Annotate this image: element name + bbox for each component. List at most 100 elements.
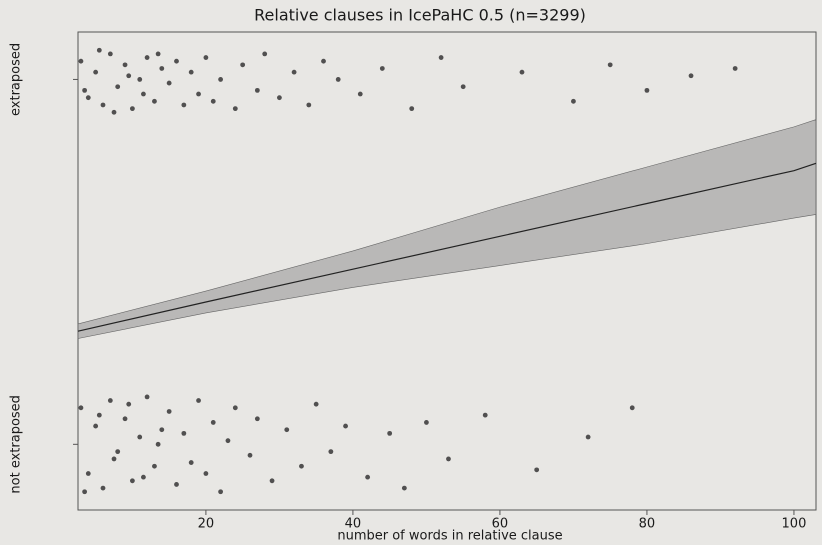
point [335, 77, 341, 82]
point [82, 489, 88, 495]
point [607, 62, 613, 68]
point [254, 416, 260, 422]
point [107, 51, 113, 57]
point [585, 434, 591, 440]
point [438, 55, 444, 60]
point [357, 91, 363, 97]
point [181, 430, 187, 436]
point [166, 80, 172, 86]
point [126, 401, 132, 407]
point [688, 73, 694, 79]
point [306, 102, 312, 108]
chart-title: Relative clauses in IcePaHC 0.5 (n=3299) [254, 6, 586, 25]
x-tick-label: 100 [782, 517, 807, 532]
point [166, 409, 172, 414]
point [328, 449, 334, 455]
point [379, 66, 385, 71]
point [174, 58, 179, 64]
point [277, 95, 282, 101]
y-tick-label: not extraposed [9, 395, 24, 494]
point [424, 420, 429, 425]
point [218, 489, 224, 495]
point [85, 95, 91, 101]
point [210, 98, 216, 104]
point [144, 55, 150, 60]
point [196, 398, 201, 403]
point [571, 98, 576, 104]
point [152, 98, 157, 104]
point [93, 69, 99, 75]
point [107, 398, 113, 403]
point [365, 474, 371, 480]
point [174, 482, 179, 487]
point [144, 394, 150, 400]
point [159, 427, 165, 433]
point [446, 456, 451, 462]
point [644, 87, 650, 93]
point [111, 109, 117, 115]
point [284, 427, 290, 433]
x-tick-label: 40 [345, 517, 362, 532]
point [126, 73, 132, 79]
point [188, 460, 194, 465]
point [141, 91, 146, 97]
point [181, 102, 187, 108]
point [269, 478, 275, 484]
x-tick-label: 60 [492, 517, 509, 532]
point [534, 467, 540, 473]
point [240, 62, 246, 68]
point [115, 84, 121, 90]
plot-frame [77, 31, 817, 511]
point [232, 405, 238, 411]
point [96, 412, 102, 418]
point [482, 412, 488, 418]
point [82, 87, 88, 93]
point [299, 463, 304, 469]
point [203, 471, 209, 476]
point [122, 62, 128, 68]
point [137, 434, 143, 440]
point [100, 485, 106, 491]
point [155, 441, 161, 447]
point [629, 405, 635, 411]
point [401, 485, 407, 491]
point [313, 401, 319, 407]
x-tick-label: 80 [639, 517, 656, 532]
point [210, 420, 216, 425]
confidence-band [77, 119, 817, 339]
point [111, 456, 117, 462]
point [85, 471, 91, 476]
point [100, 102, 106, 108]
point [225, 438, 231, 444]
point [115, 449, 121, 455]
fit-line [77, 162, 817, 332]
point [188, 69, 194, 75]
x-tick-label: 20 [198, 517, 215, 532]
point [203, 55, 209, 60]
point [159, 66, 165, 71]
y-tick-label: extraposed [9, 43, 24, 116]
point [137, 77, 143, 82]
point [78, 405, 84, 411]
point [93, 423, 99, 429]
point [141, 474, 146, 480]
point [155, 51, 161, 57]
point [291, 69, 297, 75]
point [732, 66, 738, 71]
point [321, 58, 326, 64]
point [519, 69, 525, 75]
point [247, 452, 253, 458]
point [78, 58, 84, 64]
point [409, 106, 415, 112]
point [152, 463, 157, 469]
point [387, 430, 393, 436]
point [196, 91, 201, 97]
point [262, 51, 268, 57]
point [218, 77, 224, 82]
point [96, 47, 102, 53]
point [343, 423, 348, 429]
x-axis-label: number of words in relative clause [337, 529, 562, 544]
point [122, 416, 128, 422]
